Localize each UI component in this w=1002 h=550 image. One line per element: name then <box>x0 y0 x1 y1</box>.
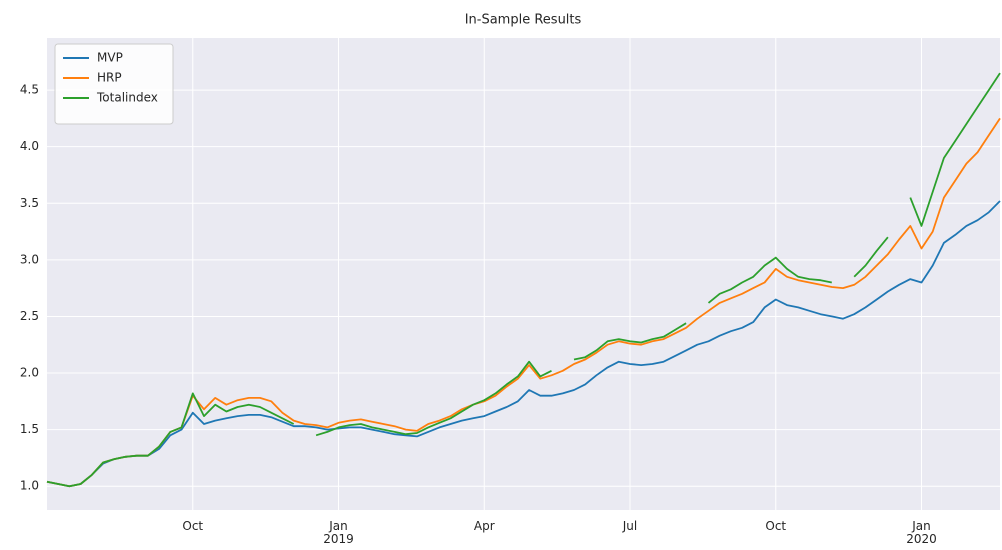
series-line <box>46 72 1001 488</box>
y-tick-label: 4.0 <box>20 139 39 153</box>
x-tick-label: Oct <box>182 519 203 533</box>
legend-label: Totalindex <box>96 91 158 105</box>
chart-title: In-Sample Results <box>465 13 582 28</box>
x-tick-label: Oct <box>765 519 786 533</box>
legend-label: MVP <box>97 51 123 65</box>
y-tick-label: 2.0 <box>20 366 39 380</box>
y-tick-label: 3.0 <box>20 252 39 266</box>
y-tick-label: 2.5 <box>20 309 39 323</box>
series-line <box>46 200 1001 488</box>
series-line <box>46 117 1001 488</box>
legend-box <box>54 43 174 125</box>
x-tick-label: Jan 2019 <box>323 519 354 546</box>
plot-area <box>47 38 1000 510</box>
x-tick-label: Jul <box>622 519 637 533</box>
x-tick-label: Jan 2020 <box>906 519 937 546</box>
y-tick-label: 3.5 <box>20 196 39 210</box>
y-tick-label: 1.0 <box>20 479 39 493</box>
legend-label: HRP <box>97 71 122 85</box>
x-tick-label: Apr <box>474 519 495 533</box>
y-tick-label: 1.5 <box>20 422 39 436</box>
y-tick-label: 4.5 <box>20 83 39 97</box>
